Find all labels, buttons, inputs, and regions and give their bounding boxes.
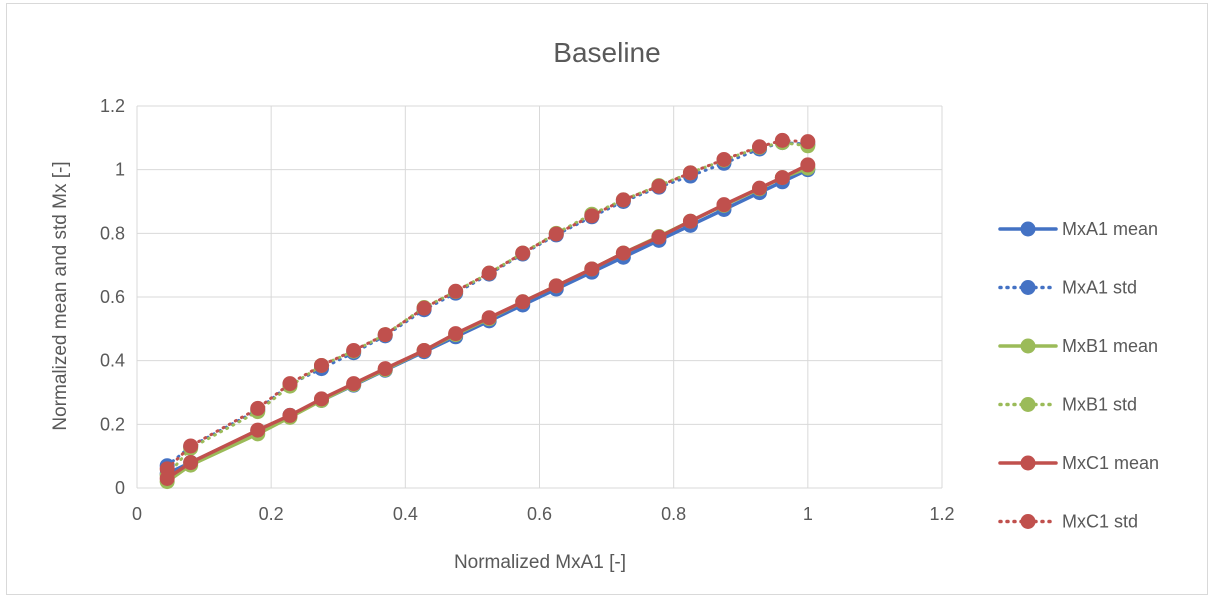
x-tick-label: 1 bbox=[803, 504, 813, 524]
y-tick-label: 0.2 bbox=[100, 414, 125, 434]
data-point bbox=[250, 422, 266, 438]
data-point bbox=[313, 357, 329, 373]
data-point bbox=[584, 261, 600, 277]
data-point bbox=[774, 132, 790, 148]
data-point bbox=[346, 342, 362, 358]
data-point bbox=[481, 265, 497, 281]
series-line bbox=[165, 138, 810, 471]
data-point bbox=[774, 170, 790, 186]
data-point bbox=[651, 229, 667, 245]
data-point bbox=[159, 461, 175, 477]
x-tick-label: 0 bbox=[132, 504, 142, 524]
x-tick-label: 0.8 bbox=[661, 504, 686, 524]
series-line bbox=[165, 141, 810, 468]
legend-item: MxA1 mean bbox=[998, 219, 1158, 239]
data-point bbox=[313, 391, 329, 407]
y-tick-label: 1.2 bbox=[100, 96, 125, 116]
legend-swatch-marker bbox=[1020, 397, 1036, 412]
data-point bbox=[716, 151, 732, 167]
data-point bbox=[548, 226, 564, 242]
legend-label: MxB1 std bbox=[1062, 395, 1137, 415]
data-point bbox=[800, 134, 816, 150]
y-tick-label: 0.4 bbox=[100, 351, 125, 371]
legend-label: MxA1 mean bbox=[1062, 219, 1158, 239]
legend-swatch-marker bbox=[1020, 221, 1036, 237]
data-point bbox=[183, 455, 199, 471]
legend-label: MxA1 std bbox=[1062, 278, 1137, 298]
legend-item: MxC1 mean bbox=[998, 453, 1159, 473]
y-tick-label: 0.6 bbox=[100, 287, 125, 307]
data-point bbox=[800, 157, 816, 173]
data-point bbox=[250, 400, 266, 416]
legend-swatch-marker bbox=[1020, 338, 1036, 354]
series-mxc1-std bbox=[159, 132, 816, 477]
y-axis-title: Normalized mean and std Mx [-] bbox=[50, 161, 71, 430]
legend-label: MxB1 mean bbox=[1062, 336, 1158, 356]
series-mxc1-mean bbox=[159, 157, 816, 486]
axes: 0 0.2 0.4 0.6 0.8 1 1.2 0 0.2 0.4 0.6 0.8 1 1.2 bbox=[100, 96, 955, 524]
data-point bbox=[752, 180, 768, 196]
data-point bbox=[651, 178, 667, 194]
data-point bbox=[682, 165, 698, 181]
data-point bbox=[752, 139, 768, 155]
y-tick-label: 0.8 bbox=[100, 223, 125, 243]
data-point bbox=[183, 438, 199, 454]
data-point bbox=[584, 208, 600, 224]
y-tick-label: 1 bbox=[115, 160, 125, 180]
x-tick-label: 0.6 bbox=[527, 504, 552, 524]
chart-frame bbox=[6, 3, 1208, 595]
data-point bbox=[377, 327, 393, 343]
x-axis-title: Normalized MxA1 [-] bbox=[454, 552, 626, 573]
legend-swatch-marker bbox=[1020, 455, 1036, 471]
data-point bbox=[615, 245, 631, 261]
data-point bbox=[416, 300, 432, 316]
data-point bbox=[515, 294, 531, 310]
data-point bbox=[282, 407, 298, 423]
y-tick-label: 0 bbox=[115, 478, 125, 498]
data-point bbox=[346, 376, 362, 392]
legend-label: MxC1 mean bbox=[1062, 453, 1159, 473]
legend-swatch-marker bbox=[1020, 280, 1036, 295]
data-point bbox=[481, 310, 497, 326]
legend-item: MxB1 mean bbox=[998, 336, 1158, 356]
data-point bbox=[548, 278, 564, 294]
data-point bbox=[682, 213, 698, 229]
x-tick-label: 0.4 bbox=[393, 504, 418, 524]
data-point bbox=[448, 283, 464, 299]
chart-title: Baseline bbox=[553, 37, 660, 68]
legend-item: MxB1 std bbox=[998, 395, 1137, 415]
data-point bbox=[416, 342, 432, 358]
x-tick-label: 0.2 bbox=[259, 504, 284, 524]
data-point bbox=[377, 361, 393, 377]
legend-swatch-marker bbox=[1020, 514, 1036, 529]
legend-label: MxC1 std bbox=[1062, 512, 1138, 532]
legend-item: MxA1 std bbox=[998, 278, 1137, 298]
legend-item: MxC1 std bbox=[998, 512, 1138, 532]
data-point bbox=[716, 197, 732, 213]
data-point bbox=[515, 245, 531, 261]
x-tick-label: 1.2 bbox=[929, 504, 954, 524]
legend: MxA1 mean MxA1 std MxB1 mean MxB1 std MxC1 m… bbox=[998, 219, 1159, 532]
data-point bbox=[448, 326, 464, 342]
data-point bbox=[282, 376, 298, 392]
plot-area bbox=[159, 132, 816, 490]
series-mxa1-std bbox=[159, 135, 816, 474]
data-point bbox=[615, 192, 631, 208]
